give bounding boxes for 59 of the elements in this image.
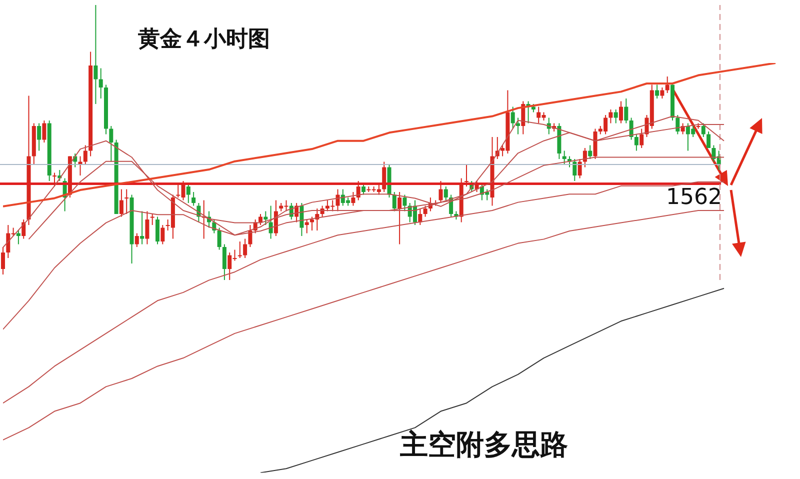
candlestick: [83, 144, 88, 165]
candlestick: [336, 188, 340, 212]
candlestick: [6, 224, 10, 258]
candlestick: [258, 214, 262, 226]
candlestick: [444, 186, 448, 201]
candlestick: [42, 120, 46, 143]
candlestick: [624, 98, 628, 124]
candlestick: [706, 131, 711, 148]
candlestick: [619, 100, 623, 124]
candlestick: [160, 224, 165, 245]
candlestick: [510, 106, 515, 130]
candlestick: [145, 210, 150, 245]
candlestick: [701, 122, 706, 138]
candlestick: [351, 192, 356, 206]
candlestick: [614, 109, 618, 124]
candlestick: [634, 134, 638, 152]
candlestick: [264, 210, 268, 226]
candlestick: [124, 188, 129, 214]
candlestick: [156, 216, 160, 245]
candlestick: [140, 210, 144, 245]
candlestick: [1, 246, 5, 275]
candlestick: [268, 205, 273, 240]
candlestick: [134, 232, 139, 248]
candlestick: [418, 208, 422, 226]
candlestick: [186, 183, 190, 204]
candlestick: [582, 148, 587, 168]
candlestick: [362, 183, 366, 196]
candlestick: [37, 122, 42, 152]
candlestick: [578, 158, 582, 179]
candlestick: [608, 109, 613, 124]
candlestick: [655, 84, 660, 99]
candlestick: [119, 188, 124, 218]
candlestick: [16, 230, 20, 245]
candlestick: [238, 241, 242, 258]
candlestick: [98, 68, 103, 99]
annotation: 1562: [666, 184, 722, 210]
candlestick: [572, 158, 577, 182]
candlestick: [94, 5, 98, 104]
candlestick: [562, 150, 566, 165]
candlestick: [192, 192, 196, 206]
candlestick: [248, 224, 252, 248]
annotation: 主空附多思路: [400, 427, 568, 463]
candlestick: [243, 238, 248, 258]
candlestick: [310, 216, 314, 231]
candlestick: [392, 192, 396, 212]
candlestick: [217, 227, 222, 250]
candlestick: [660, 87, 664, 99]
text: 黄金４小时图: [138, 26, 270, 54]
candlestick: [150, 214, 154, 226]
candlestick: [665, 76, 670, 94]
candlestick: [676, 114, 680, 135]
candlestick: [640, 128, 644, 148]
candlestick: [423, 205, 428, 218]
candlestick: [402, 194, 407, 212]
candlestick: [398, 192, 402, 245]
candlestick: [588, 144, 592, 160]
candlestick: [304, 219, 309, 234]
candlestick: [109, 126, 114, 162]
candlestick: [222, 244, 226, 280]
